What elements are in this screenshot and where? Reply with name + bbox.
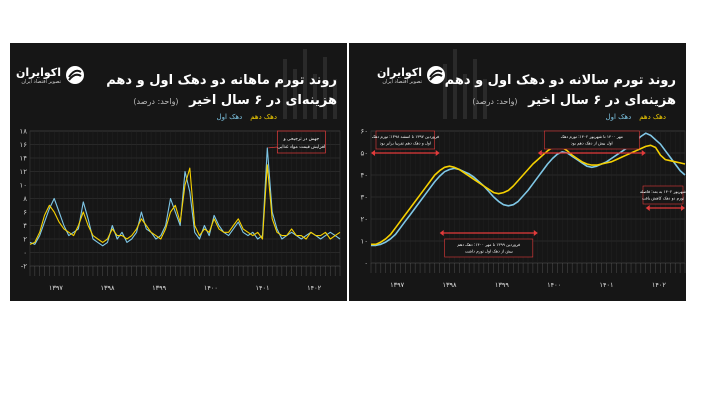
annotation-box: [276, 130, 326, 154]
arrow-head-left: [439, 230, 444, 236]
annotation-box: [543, 130, 640, 150]
logo-tagline: تصویر اقتصاد ایران: [21, 78, 61, 85]
y-tick-label: ۳۰: [360, 194, 368, 202]
y-tick-label: ۱۴: [19, 155, 27, 163]
legend: دهک دهم دهک اول: [217, 113, 278, 121]
y-tick-label: ۰: [364, 260, 368, 268]
annotation-box: [642, 185, 684, 205]
x-year-label: ۱۳۹۷: [49, 284, 63, 292]
eco-iran-logo-icon: [65, 66, 84, 84]
logo: اکوایران تصویر اقتصاد ایران: [16, 65, 85, 85]
x-year-label: ۱۳۹۷: [390, 281, 404, 289]
y-tick-label: ۰: [23, 249, 27, 257]
y-tick-label: ۲۰: [360, 216, 368, 224]
x-year-label: ۱۴۰۲: [307, 284, 321, 292]
decorative-bars: [443, 49, 487, 119]
arrow-head-left: [645, 205, 650, 211]
chart-title-line2: هزینه‌ای در ۶ سال اخیر (واحد: درصد): [472, 93, 676, 108]
y-tick-label: ۸: [23, 195, 27, 203]
arrow-head-left: [371, 150, 375, 156]
x-year-label: ۱۳۹۹: [152, 284, 166, 292]
y-tick-label: ۱۶: [19, 141, 27, 149]
monthly-inflation-panel: اکوایران تصویر اقتصاد ایران روند تورم ما…: [10, 43, 347, 301]
series-line: [371, 144, 686, 246]
annotation-text: شهریور ۱۴۰۲ به بعد: فاصله: [640, 189, 686, 194]
x-year-label: ۱۴۰۱: [256, 284, 270, 292]
legend-decile10: دهک دهم: [639, 113, 666, 121]
y-tick-label: ۵۰: [360, 150, 368, 158]
annotation-text: اول و دهک دهم تقریبا برابر بود: [380, 141, 431, 146]
annotation-text: افزایش قیمت مواد غذایی: [277, 145, 325, 150]
annotation-text: اول بیش از دهک دهم بود: [571, 141, 613, 146]
annual-inflation-panel: اکوایران تصویر اقتصاد ایران روند تورم سا…: [349, 43, 686, 301]
annual-inflation-chart: ۰ ۱۰ ۲۰ ۳۰ ۴۰ ۵۰ ۶۰ ۱۳۹۷ ۱۳۹۸ ۱۳۹۹ ۱۴۰۰ ۱۴۰۱ ۱۴۰۲ فرو…: [360, 128, 686, 290]
annotation-pointer: [268, 146, 278, 149]
y-tick-label: ۱۲: [19, 168, 27, 176]
y-tick-label: ۲: [23, 236, 27, 244]
chart-title-line1: روند تورم سالانه دو دهک اول و دهم: [444, 73, 676, 88]
unit-label: (واحد: درصد): [472, 97, 518, 106]
series-line: [29, 147, 341, 247]
arrow-head-left: [537, 150, 542, 156]
y-tick-label: ۱۰: [19, 182, 27, 190]
chart-title-line2-text: هزینه‌ای در ۶ سال اخیر: [189, 93, 337, 108]
x-year-label: ۱۳۹۸: [443, 281, 457, 289]
logo-brand: اکوایران: [377, 65, 422, 79]
x-year-label: ۱۳۹۸: [101, 284, 115, 292]
legend-decile1: دهک اول: [605, 113, 632, 121]
x-year-label: ۱۴۰۰: [204, 284, 218, 292]
logo-brand: اکوایران: [16, 65, 61, 79]
y-tick-label: ۴۰: [360, 172, 368, 180]
legend-decile1: دهک اول: [216, 113, 243, 121]
annotation-text: بیش از دهک اول تورم داشت: [465, 249, 513, 254]
y-tick-label: ۴: [23, 222, 27, 230]
legend: دهک دهم دهک اول: [606, 113, 667, 121]
series-line: [29, 164, 341, 245]
monthly-inflation-chart: -۲ ۰ ۲ ۴ ۶ ۸ ۱۰ ۱۲ ۱۴ ۱۶ ۱۸ ۱۳۹۷ ۱۳۹۸ ۱۳۹۹ ۱۴۰۰ ۱۴۰۱ ۱۴۰…: [19, 128, 341, 292]
eco-iran-logo-icon: [426, 66, 445, 84]
logo: اکوایران تصویر اقتصاد ایران: [377, 65, 446, 85]
arrow-head-right: [641, 150, 646, 156]
x-year-label: ۱۴۰۱: [600, 281, 614, 289]
arrow-head-right: [435, 150, 440, 156]
annotation-text: فروردین ۱۳۹۹ تا مهر ۱۴۰۰: دهک دهم: [457, 242, 520, 247]
y-tick-label: ۶: [23, 209, 27, 217]
unit-label: (واحد: درصد): [133, 97, 179, 106]
chart-title-line1: روند تورم ماهانه دو دهک اول و دهم: [106, 73, 337, 88]
annotation-text: مهر ۱۴۰۰ تا شهریور ۱۴۰۲: تورم دهک: [561, 134, 623, 139]
logo-tagline: تصویر اقتصاد ایران: [382, 78, 422, 85]
chart-title-line2-text: هزینه‌ای در ۶ سال اخیر: [528, 93, 676, 108]
y-tick-label: -۲: [21, 263, 28, 271]
arrow-head-right: [681, 205, 685, 211]
x-year-label: ۱۳۹۹: [495, 281, 509, 289]
annotation-text: فروردین ۱۳۹۷ تا اسفند ۱۳۹۸: تورم دهک: [372, 134, 439, 139]
x-year-label: ۱۴۰۰: [547, 281, 561, 289]
decorative-bars: [283, 49, 337, 119]
y-tick-label: ۱۸: [19, 128, 27, 136]
y-tick-label: ۱۰: [360, 238, 368, 246]
legend-decile10: دهک دهم: [250, 113, 277, 121]
annotation-box: [375, 130, 435, 150]
annotation-text: تورم دو دهک کاهش یافت: [642, 196, 684, 201]
chart-title-line2: هزینه‌ای در ۶ سال اخیر (واحد: درصد): [133, 93, 337, 108]
annotation-text: جهش در ترجیحی و: [282, 137, 319, 142]
annotation-box: [444, 238, 534, 258]
x-year-label: ۱۴۰۲: [652, 281, 666, 289]
arrow-head-right: [533, 230, 538, 236]
y-tick-label: ۶۰: [360, 128, 368, 136]
